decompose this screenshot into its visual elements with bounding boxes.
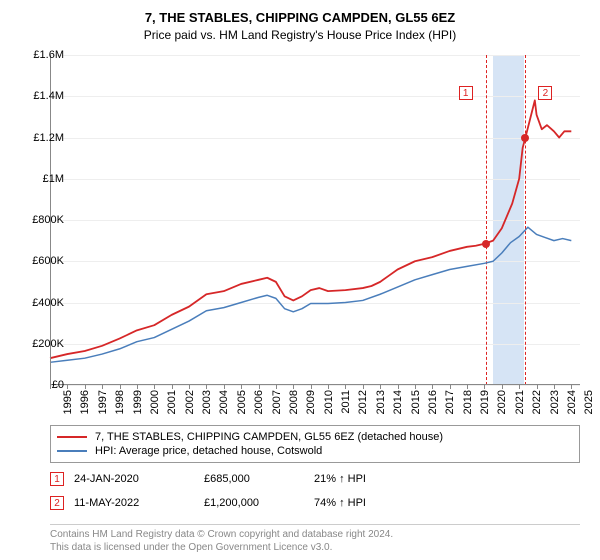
x-tick-label: 2012 <box>357 390 369 420</box>
series-lines <box>50 55 580 385</box>
x-tick-label: 2025 <box>583 390 595 420</box>
footer: Contains HM Land Registry data © Crown c… <box>50 524 580 554</box>
chart-subtitle: Price paid vs. HM Land Registry's House … <box>0 25 600 42</box>
event-date-1: 24-JAN-2020 <box>74 473 194 485</box>
x-tick-label: 2007 <box>271 390 283 420</box>
y-tick-label: £1.6M <box>20 49 64 61</box>
event-row-1: 1 24-JAN-2020 £685,000 21% ↑ HPI <box>50 470 580 494</box>
y-tick-label: £200K <box>20 338 64 350</box>
event-marker-1: 1 <box>50 472 64 486</box>
x-tick-label: 2022 <box>531 390 543 420</box>
footer-line-1: Contains HM Land Registry data © Crown c… <box>50 528 580 541</box>
chart-marker-box-2: 2 <box>538 86 552 100</box>
chart-area: 12 <box>50 55 580 385</box>
event-hpi-2: 74% ↑ HPI <box>314 497 434 509</box>
x-tick-label: 1997 <box>97 390 109 420</box>
x-axis-line <box>50 384 580 385</box>
event-date-2: 11-MAY-2022 <box>74 497 194 509</box>
event-row-2: 2 11-MAY-2022 £1,200,000 74% ↑ HPI <box>50 494 580 518</box>
x-tick-label: 2016 <box>427 390 439 420</box>
x-tick-label: 2015 <box>410 390 422 420</box>
chart-container: 7, THE STABLES, CHIPPING CAMPDEN, GL55 6… <box>0 0 600 560</box>
y-tick-label: £800K <box>20 214 64 226</box>
x-tick-label: 2000 <box>149 390 161 420</box>
x-tick-label: 2008 <box>288 390 300 420</box>
x-tick-label: 2002 <box>184 390 196 420</box>
event-marker-2: 2 <box>50 496 64 510</box>
event-price-2: £1,200,000 <box>204 497 304 509</box>
legend: 7, THE STABLES, CHIPPING CAMPDEN, GL55 6… <box>50 425 580 463</box>
x-tick-label: 2009 <box>305 390 317 420</box>
x-tick-label: 2010 <box>323 390 335 420</box>
footer-line-2: This data is licensed under the Open Gov… <box>50 541 580 554</box>
x-tick-label: 2005 <box>236 390 248 420</box>
y-tick-label: £400K <box>20 297 64 309</box>
legend-swatch-hpi <box>57 450 87 452</box>
x-tick-label: 2018 <box>462 390 474 420</box>
chart-title: 7, THE STABLES, CHIPPING CAMPDEN, GL55 6… <box>0 0 600 25</box>
x-tick-label: 2014 <box>392 390 404 420</box>
x-tick-label: 2024 <box>566 390 578 420</box>
series-line-property <box>50 100 571 358</box>
y-tick-label: £0 <box>20 379 64 391</box>
x-tick-label: 2011 <box>340 390 352 420</box>
x-tick-label: 2003 <box>201 390 213 420</box>
legend-item-property: 7, THE STABLES, CHIPPING CAMPDEN, GL55 6… <box>57 430 573 444</box>
x-tick-label: 2001 <box>166 390 178 420</box>
x-tick-label: 2021 <box>514 390 526 420</box>
x-tick-label: 1995 <box>62 390 74 420</box>
legend-label-hpi: HPI: Average price, detached house, Cots… <box>95 445 322 457</box>
x-tick-label: 2019 <box>479 390 491 420</box>
chart-marker-box-1: 1 <box>459 86 473 100</box>
event-hpi-1: 21% ↑ HPI <box>314 473 434 485</box>
legend-swatch-property <box>57 436 87 438</box>
legend-label-property: 7, THE STABLES, CHIPPING CAMPDEN, GL55 6… <box>95 431 443 443</box>
y-tick-label: £600K <box>20 255 64 267</box>
legend-item-hpi: HPI: Average price, detached house, Cots… <box>57 444 573 458</box>
x-tick-label: 1996 <box>79 390 91 420</box>
y-tick-label: £1.2M <box>20 132 64 144</box>
x-tick-label: 1998 <box>114 390 126 420</box>
events-table: 1 24-JAN-2020 £685,000 21% ↑ HPI 2 11-MA… <box>50 470 580 518</box>
x-tick-label: 1999 <box>132 390 144 420</box>
x-tick-label: 2013 <box>375 390 387 420</box>
x-tick-label: 2020 <box>496 390 508 420</box>
x-tick-label: 2006 <box>253 390 265 420</box>
event-point-2 <box>521 134 529 142</box>
series-line-hpi <box>50 227 571 362</box>
x-tick-label: 2023 <box>549 390 561 420</box>
event-price-1: £685,000 <box>204 473 304 485</box>
x-tick-label: 2017 <box>444 390 456 420</box>
y-tick-label: £1M <box>20 173 64 185</box>
y-tick-label: £1.4M <box>20 90 64 102</box>
x-tick-label: 2004 <box>218 390 230 420</box>
event-point-1 <box>482 240 490 248</box>
